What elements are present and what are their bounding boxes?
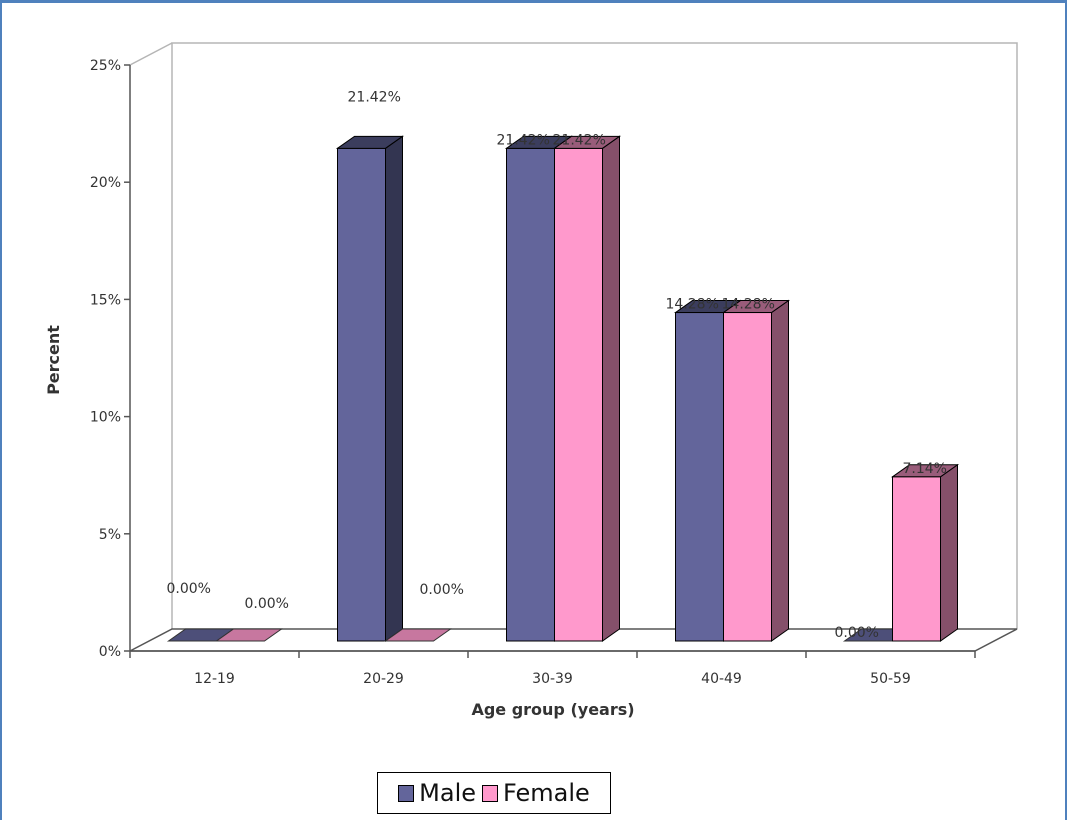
bar-female-40-49 <box>721 299 791 642</box>
bar-group <box>166 135 960 642</box>
data-labels: 0.00%0.00%21.42%0.00%21.42% 21.42%14.28% 1… <box>167 89 947 641</box>
bar-top-face <box>890 464 960 478</box>
data-label: 7.14% <box>903 461 947 477</box>
bar-male-20-29 <box>335 135 405 642</box>
bar-side-face <box>940 463 958 642</box>
legend-item-female: Female <box>482 779 590 807</box>
x-tick-label: 20-29 <box>363 671 404 687</box>
bar-top-face <box>335 135 405 149</box>
data-label: 14.28% <box>722 297 775 313</box>
x-tick-label: 40-49 <box>701 671 742 687</box>
axes: 0% 5% 10% 15% 20% 25% 12-19 20-29 30-39 40-49 50-5… <box>90 58 976 687</box>
bar-front-face <box>337 147 386 642</box>
y-tick-label: 10% <box>90 410 121 426</box>
y-tick-label: 20% <box>90 175 121 191</box>
y-tick-label: 25% <box>90 58 121 74</box>
data-label: 21.42% <box>497 132 550 148</box>
bar-female-50-59 <box>890 463 960 642</box>
bar-side-face <box>771 299 789 642</box>
bar-side-face <box>385 135 403 642</box>
bar-zero-slab <box>383 628 453 642</box>
bar-female-30-39 <box>552 135 622 642</box>
legend-swatch-male <box>398 784 415 802</box>
x-tick-label: 50-59 <box>870 671 911 687</box>
legend-label-female: Female <box>503 779 590 807</box>
data-label: 0.00% <box>167 581 211 597</box>
data-label: 21.42% <box>553 132 606 148</box>
back-wall <box>171 42 1018 629</box>
data-label: 14.28% <box>666 297 719 313</box>
data-label: 21.42% <box>348 89 401 105</box>
legend-item-male: Male <box>398 779 476 807</box>
data-label: 0.00% <box>420 582 464 598</box>
legend-swatch-female <box>482 784 499 802</box>
bar-front-face <box>892 476 941 642</box>
data-label: 0.00% <box>835 625 879 641</box>
x-tick-label: 30-39 <box>532 671 573 687</box>
y-axis-title: Percent <box>44 325 63 395</box>
bar-zero-slab <box>214 628 284 642</box>
x-axis-title: Age group (years) <box>471 700 634 719</box>
bar-female-20-29 <box>383 628 453 642</box>
bar-front-face <box>675 312 724 642</box>
side-wall-top-edge <box>129 42 173 66</box>
bar-front-face <box>506 147 555 642</box>
bar-front-face <box>723 312 772 642</box>
data-label: 0.00% <box>245 596 289 612</box>
y-tick-label: 0% <box>99 644 121 660</box>
legend: Male Female <box>377 772 611 814</box>
bar-chart: 0% 5% 10% 15% 20% 25% 12-19 20-29 30-39 40-49 50-5… <box>44 42 1018 719</box>
x-tick-label: 12-19 <box>194 671 235 687</box>
bar-female-12-19 <box>214 628 284 642</box>
bar-top-face <box>721 300 791 314</box>
bar-front-face <box>554 147 603 642</box>
y-tick-label: 5% <box>99 527 121 543</box>
bar-top-face <box>552 135 622 149</box>
legend-label-male: Male <box>419 779 477 807</box>
y-tick-label: 15% <box>90 292 121 308</box>
bar-side-face <box>602 135 620 642</box>
